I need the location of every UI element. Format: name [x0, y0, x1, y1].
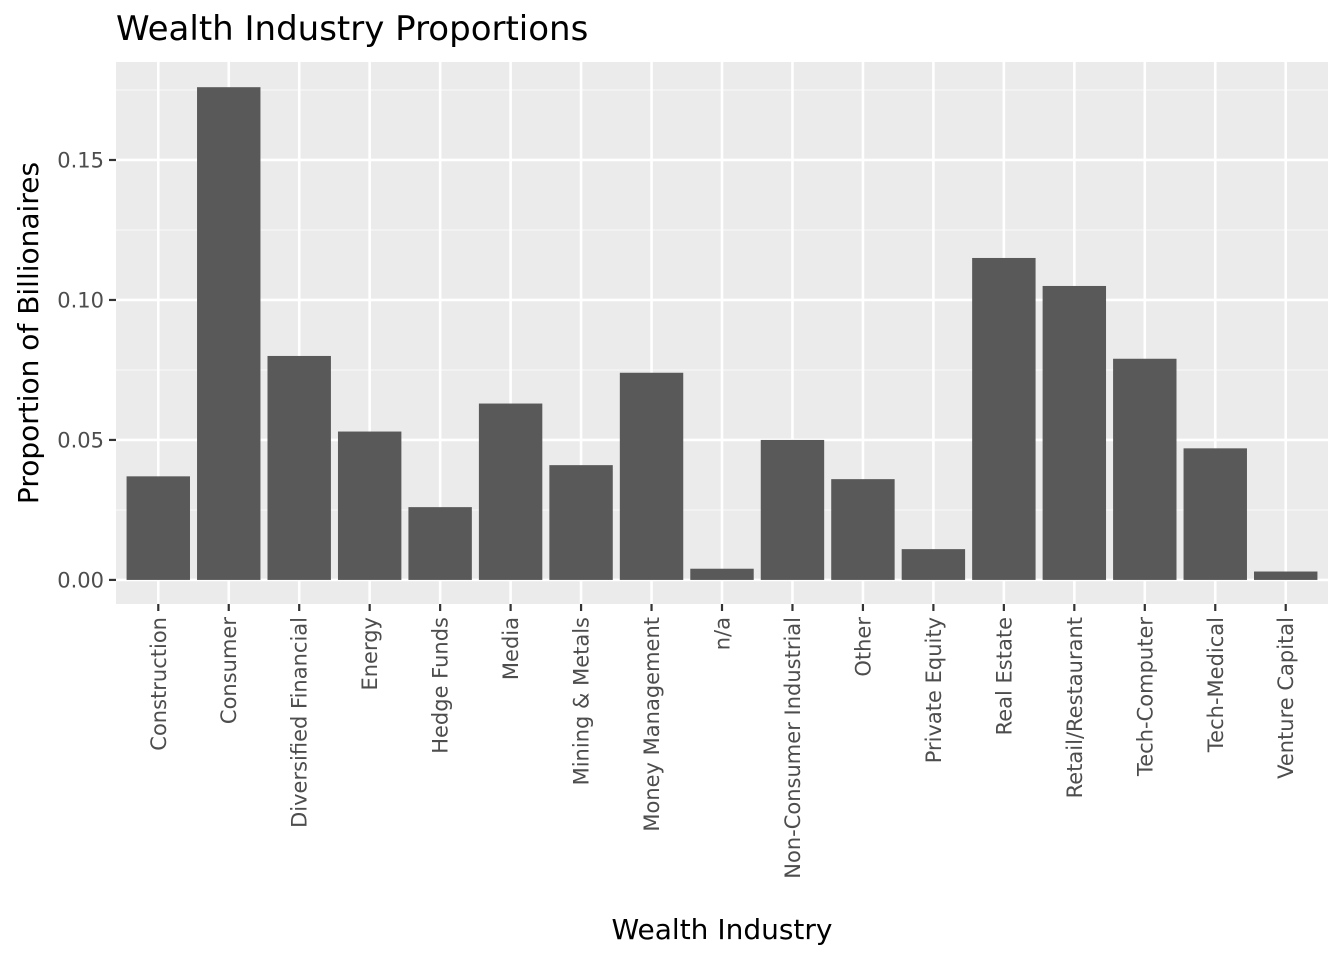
x-tick-label: n/a	[711, 617, 735, 650]
bar-non-consumer-industrial	[760, 439, 825, 580]
x-tick-label: Tech-Computer	[1133, 617, 1157, 777]
y-tick-label: 0.15	[57, 148, 104, 172]
x-axis-title: Wealth Industry	[611, 913, 832, 946]
x-tick-label: Energy	[358, 617, 382, 691]
bar-hedge-funds	[408, 507, 472, 580]
x-tick-label: Mining & Metals	[570, 617, 594, 785]
x-tick-label: Private Equity	[922, 617, 946, 763]
y-axis: 0.00 0.05 0.10 0.15	[57, 148, 116, 592]
x-tick-label: Media	[499, 617, 523, 680]
x-tick-label: Other	[851, 617, 875, 677]
bar-real-estate	[972, 257, 1036, 580]
x-tick-label: Money Management	[640, 617, 664, 832]
bar-venture-capital	[1254, 571, 1318, 580]
bar-energy	[337, 431, 402, 580]
x-tick-label: Retail/Restaurant	[1063, 617, 1087, 798]
chart-title: Wealth Industry Proportions	[116, 9, 588, 49]
bar-tech-medical	[1183, 448, 1247, 580]
y-tick-label: 0.10	[57, 288, 104, 312]
bar-n-a	[690, 568, 754, 580]
bar-consumer	[197, 87, 261, 580]
bar-retail-restaurant	[1042, 285, 1107, 580]
x-tick-label: Hedge Funds	[429, 617, 453, 754]
y-axis-title: Proportion of Billionaires	[12, 162, 45, 504]
bar-construction	[126, 476, 190, 580]
y-tick-label: 0.00	[57, 568, 104, 592]
x-tick-label: Construction	[147, 617, 171, 751]
bar-diversified-financial	[267, 355, 331, 580]
x-tick-label: Diversified Financial	[288, 617, 312, 828]
bar-other	[831, 479, 895, 580]
x-tick-label: Venture Capital	[1274, 617, 1298, 779]
x-tick-label: Tech-Medical	[1204, 617, 1228, 753]
x-tick-label: Non-Consumer Industrial	[781, 617, 805, 879]
x-tick-label: Consumer	[217, 617, 241, 724]
y-tick-label: 0.05	[57, 428, 104, 452]
bar-mining-metals	[549, 465, 613, 580]
bar-tech-computer	[1113, 358, 1177, 580]
bars	[126, 87, 1318, 580]
bar-money-management	[619, 372, 684, 580]
x-axis: Construction Consumer Diversified Financia…	[147, 604, 1298, 879]
bar-private-equity	[901, 549, 966, 580]
x-tick-label: Real Estate	[992, 617, 1016, 735]
bar-media	[478, 403, 543, 580]
